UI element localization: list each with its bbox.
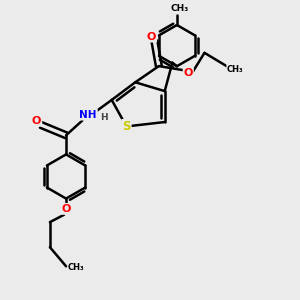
Text: O: O	[32, 116, 41, 126]
Text: O: O	[147, 32, 156, 42]
Text: CH₃: CH₃	[68, 263, 85, 272]
Text: S: S	[122, 120, 131, 133]
Text: O: O	[61, 204, 71, 214]
Text: O: O	[184, 68, 193, 78]
Text: CH₃: CH₃	[171, 4, 189, 13]
Text: H: H	[100, 113, 108, 122]
Text: NH: NH	[80, 110, 97, 120]
Text: CH₃: CH₃	[227, 64, 244, 74]
